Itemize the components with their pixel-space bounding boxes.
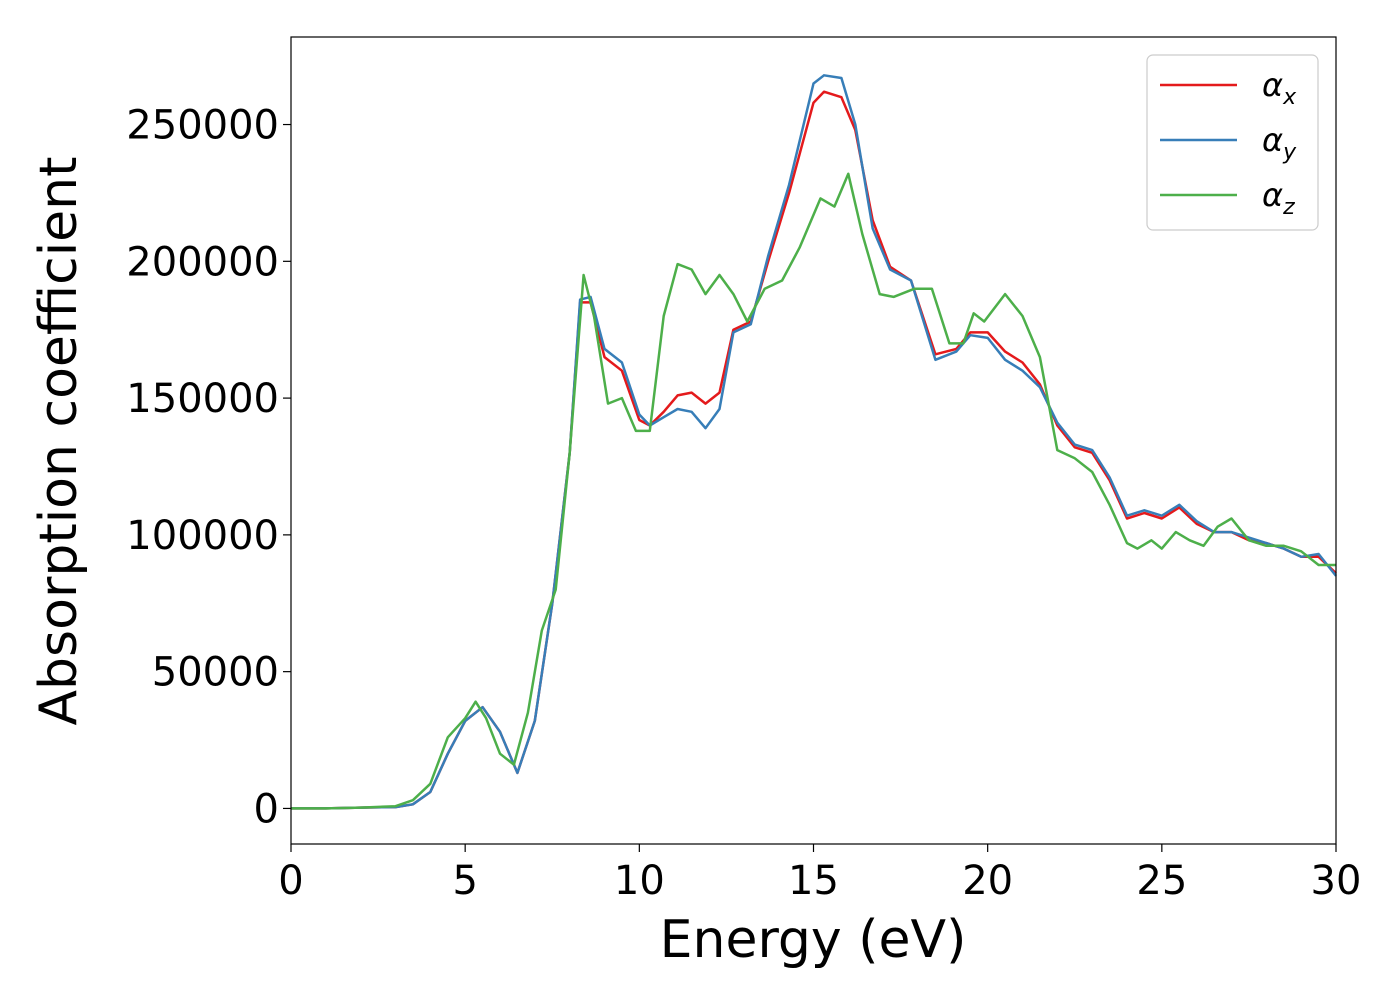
x-tick-label: 0 <box>278 858 303 904</box>
x-tick-label: 20 <box>962 858 1013 904</box>
x-axis-title: Energy (eV) <box>660 910 967 970</box>
series-layer <box>291 74 1337 810</box>
y-axis-ticks: 0 50000 100000 150000 200000 250000 <box>126 103 291 832</box>
x-tick-label: 15 <box>788 858 839 904</box>
y-tick-label: 150000 <box>126 376 279 422</box>
x-tick-label: 30 <box>1311 858 1362 904</box>
legend-box <box>1146 54 1319 231</box>
y-tick-label: 200000 <box>126 239 279 285</box>
y-tick-label: 250000 <box>126 103 279 149</box>
x-tick-label: 10 <box>614 858 665 904</box>
y-tick-label: 100000 <box>126 513 279 559</box>
x-axis-ticks: 0 5 10 15 20 25 30 <box>278 844 1361 904</box>
series-line-z <box>291 172 1336 810</box>
y-tick-label: 50000 <box>152 650 279 696</box>
y-tick-label: 0 <box>254 786 279 832</box>
x-tick-label: 5 <box>452 858 477 904</box>
x-tick-label: 25 <box>1136 858 1187 904</box>
y-axis-title: Absorption coefficient <box>29 156 89 725</box>
series-line-y <box>291 74 1337 810</box>
